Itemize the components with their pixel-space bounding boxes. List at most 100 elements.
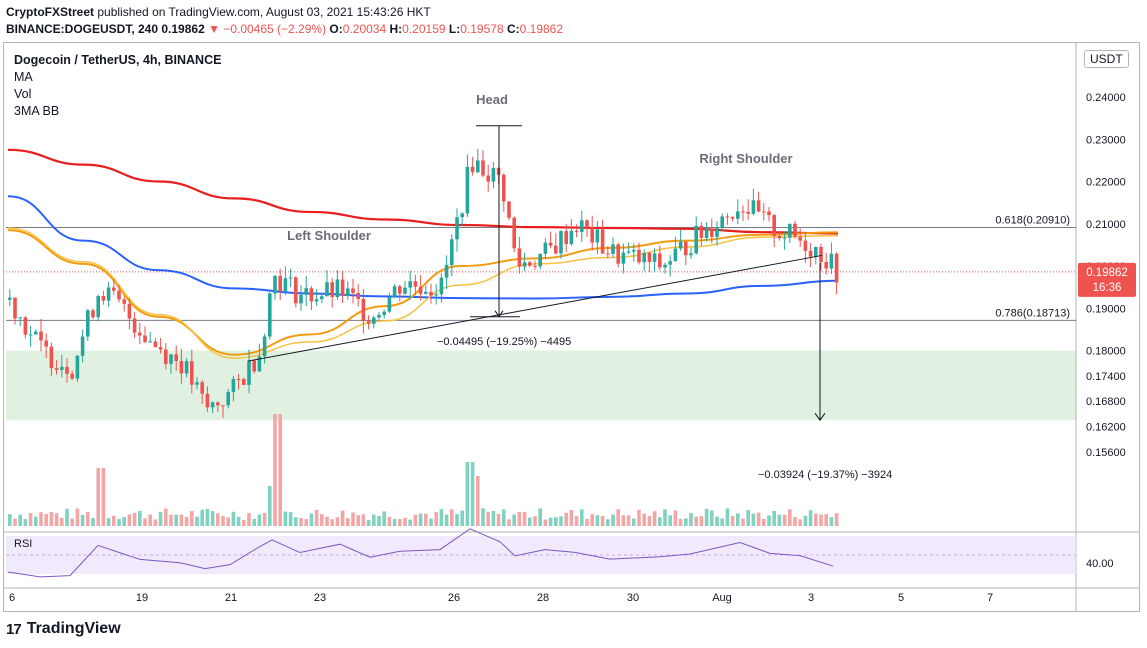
volume-bar (39, 512, 43, 526)
volume-bar (132, 512, 137, 526)
candle-body (600, 229, 605, 254)
legend-item-bb[interactable]: 3MA BB (14, 104, 60, 118)
volume-bar (574, 515, 579, 526)
candle-body (361, 298, 366, 322)
candle-body (54, 368, 59, 370)
volume-bar (200, 509, 204, 526)
volume-bar (91, 517, 95, 526)
volume-bar (616, 509, 620, 526)
volume-bar (346, 518, 350, 526)
volume-bar (491, 510, 496, 526)
candle-body (834, 253, 839, 283)
currency-label: USDT (1090, 52, 1123, 66)
candle-body (616, 244, 620, 264)
candle-body (819, 246, 823, 263)
volume-bar (70, 518, 74, 526)
volume-bar (268, 486, 272, 526)
legend-item-ma[interactable]: MA (14, 70, 33, 84)
candle-body (340, 279, 345, 296)
candle-body (366, 321, 371, 324)
candle-body (418, 286, 423, 294)
volume-bar (751, 513, 756, 526)
candle-body (174, 354, 178, 362)
volume-bar (403, 517, 407, 526)
close-label: C: (506, 22, 520, 36)
candle-body (460, 213, 464, 218)
volume-bar (585, 518, 589, 526)
candle-body (730, 216, 735, 219)
volume-bar (117, 519, 121, 526)
volume-bar (772, 510, 776, 526)
chart-frame[interactable] (3, 42, 1140, 612)
candle-body (694, 225, 698, 254)
volume-bar (559, 516, 563, 526)
candle-body (408, 281, 412, 288)
volume-bar (486, 512, 490, 526)
legend-item-vol[interactable]: Vol (14, 87, 32, 101)
candle-body (221, 405, 225, 407)
candle-body (75, 355, 80, 379)
volume-bar (330, 519, 334, 526)
candle-body (28, 334, 33, 336)
candle-body (689, 253, 693, 256)
volume-bar (226, 517, 230, 526)
candle-body (684, 241, 688, 256)
volume-bar (710, 510, 714, 526)
symbol-line: BINANCE:DOGEUSDT, 240 (6, 22, 159, 36)
candle-body (13, 297, 17, 319)
candle-body (60, 366, 64, 370)
candle-body (91, 310, 95, 318)
candle-body (595, 229, 600, 243)
x-tick-label: 3 (808, 592, 814, 604)
volume-bar (512, 514, 516, 526)
y-tick-label: 0.22000 (1086, 177, 1126, 189)
volume-bar (273, 414, 277, 526)
currency-button[interactable]: USDT (1084, 50, 1129, 68)
legend-title: Dogecoin / TetherUS, 4h, BINANCE (14, 53, 222, 67)
candle-body (8, 297, 12, 300)
volume-bar (283, 511, 288, 526)
candle-body (195, 382, 199, 385)
volume-bar (366, 519, 371, 526)
volume-bar (340, 510, 345, 526)
candle-body (439, 277, 444, 295)
volume-bar (216, 513, 220, 526)
volume-bar (252, 518, 256, 526)
volume-bar (221, 516, 225, 526)
candle-body (788, 223, 792, 238)
candle-body (450, 239, 454, 265)
candle-body (829, 253, 834, 269)
candle-body (413, 281, 418, 287)
candle-body (210, 402, 215, 408)
volume-bar (668, 515, 672, 526)
candle-body (18, 317, 22, 319)
volume-bar (236, 516, 241, 526)
volume-bar (590, 514, 594, 526)
candle-body (668, 261, 672, 265)
volume-bar (18, 514, 22, 526)
volume-bar (689, 512, 693, 526)
volume-bar (153, 519, 158, 526)
moving-average-line (7, 195, 839, 300)
tradingview-logo-icon: 17 (6, 620, 22, 638)
candle-body (465, 166, 470, 214)
volume-bar (554, 517, 558, 526)
candle-body (382, 311, 386, 315)
volume-bar (564, 512, 568, 526)
candle-body (455, 217, 459, 240)
candle-body (590, 227, 594, 243)
candle-body (39, 331, 43, 341)
candle-body (470, 166, 475, 173)
volume-bar (798, 519, 802, 526)
candle-body (611, 244, 615, 254)
candle-body (179, 361, 184, 374)
candle-body (96, 296, 100, 318)
candle-body (304, 288, 308, 295)
volume-bar (834, 513, 839, 526)
volume-bar (819, 514, 823, 526)
volume-bar (715, 516, 719, 526)
candle-body (132, 318, 137, 333)
candle-body (377, 314, 381, 318)
volume-bar (101, 468, 106, 526)
